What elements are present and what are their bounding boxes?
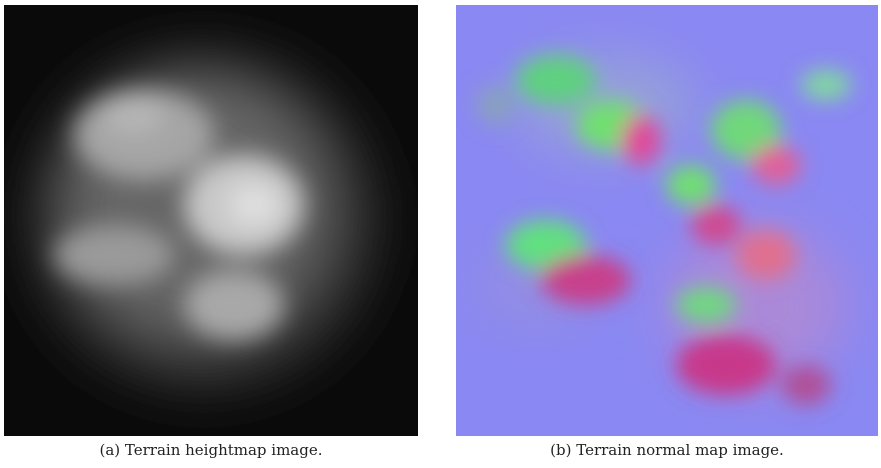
- normal-map-image: [456, 5, 878, 436]
- figure: (a) Terrain heightmap image. (b) Terrain…: [0, 0, 881, 468]
- caption: (a) Terrain heightmap image.: [4, 441, 418, 459]
- caption: (b) Terrain normal map image.: [456, 441, 878, 459]
- heightmap-image: [4, 5, 418, 436]
